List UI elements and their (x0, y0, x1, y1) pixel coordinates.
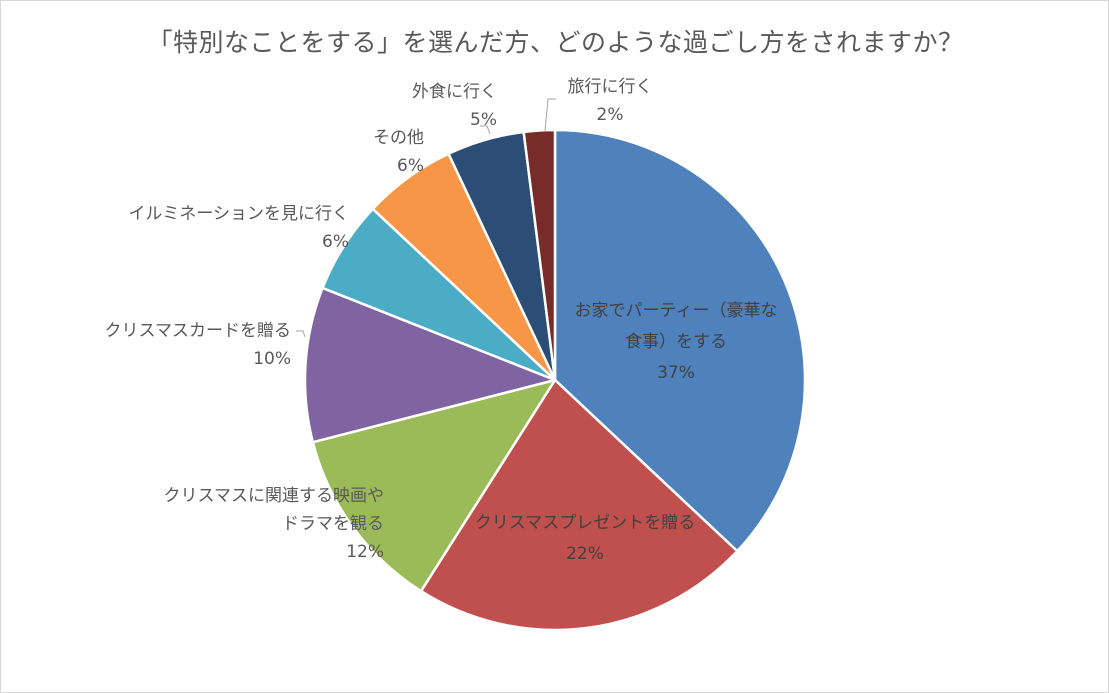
pie-slice (553, 128, 807, 553)
data-label-value: 10% (253, 349, 291, 369)
pie-slice (419, 378, 739, 632)
data-label-category: 食事）をする (625, 332, 727, 352)
pie-slice (303, 286, 557, 444)
data-label-value: 37% (657, 363, 695, 383)
data-label-value: 6% (322, 232, 349, 252)
data-label-value: 12% (346, 542, 384, 562)
data-label-category: イルミネーションを見に行く (128, 204, 349, 224)
data-label-category: クリスマスプレゼントを贈る (475, 513, 696, 533)
data-label-category: クリスマスカードを贈る (105, 321, 292, 341)
leader-line (480, 125, 491, 135)
data-label-category: クリスマスに関連する映画や (164, 486, 385, 506)
data-label-value: 5% (470, 110, 497, 130)
data-label-value: 2% (597, 105, 624, 125)
leader-line (544, 98, 556, 132)
pie-slice (311, 378, 557, 593)
leader-line (296, 330, 306, 338)
data-label-value: 22% (566, 544, 604, 564)
chart-title: 「特別なことをする」を選んだ方、どのような過ごし方をされますか？ (147, 28, 964, 57)
data-label-category: お家でパーティー（豪華な (575, 300, 778, 321)
data-label-category: 外食に行く (412, 82, 497, 102)
pie-slice (522, 128, 557, 382)
data-label-value: 6% (397, 156, 424, 176)
data-label-category: 旅行に行く (568, 77, 653, 97)
data-label-category: その他 (373, 128, 424, 148)
data-label-category: ドラマを観る (282, 514, 384, 534)
